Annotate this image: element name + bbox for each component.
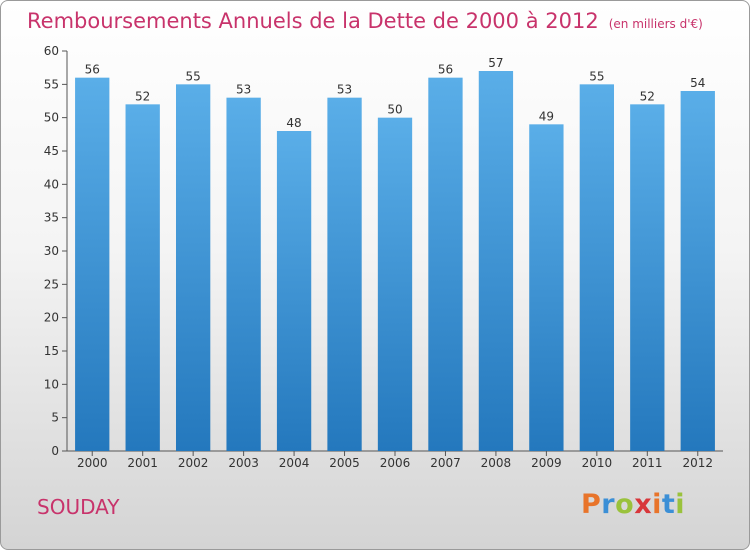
- bar-value-label: 49: [539, 109, 554, 123]
- logo-letter: o: [615, 489, 635, 520]
- y-tick-label: 20: [44, 311, 59, 325]
- chart-title: Remboursements Annuels de la Dette de 20…: [27, 9, 703, 33]
- bar-2002: [175, 84, 211, 451]
- logo-letter: i: [675, 489, 686, 520]
- x-tick-label: 2000: [77, 456, 108, 470]
- bar-value-label: 48: [286, 116, 301, 130]
- bar-2005: [327, 97, 362, 452]
- bar-2010: [579, 84, 615, 451]
- y-tick-label: 45: [44, 144, 59, 158]
- bar-value-label: 55: [589, 69, 604, 83]
- logo-letter: r: [601, 489, 616, 520]
- bars: 56 52 55 53 48 53 50 56 57 49 55 52 54: [75, 56, 715, 452]
- bar-2000: [75, 77, 110, 452]
- chart-unit: (en milliers d'€): [608, 17, 703, 31]
- y-tick-label: 50: [44, 111, 59, 125]
- x-axis: 2000 2001 2002 2003 2004 2005 2006 2007 2008 2009…: [67, 450, 723, 470]
- bar-value-label: 50: [387, 103, 402, 117]
- x-tick-label: 2003: [228, 456, 259, 470]
- bar-value-label: 52: [640, 89, 655, 103]
- bar-2007: [428, 77, 463, 452]
- bar-2004: [276, 131, 312, 451]
- bar-value-label: 56: [438, 63, 453, 77]
- bar-2003: [226, 97, 261, 452]
- y-tick-label: 0: [51, 444, 59, 458]
- bar-2012: [680, 91, 715, 451]
- x-tick-label: 2002: [178, 456, 209, 470]
- x-tick-label: 2001: [127, 456, 158, 470]
- bar-value-label: 52: [135, 89, 150, 103]
- y-tick-label: 60: [44, 44, 59, 58]
- y-axis: 0 5 10 15 20 25 30 35 40 45 50 55 60: [44, 44, 68, 458]
- bar-2008: [478, 71, 514, 451]
- x-tick-label: 2011: [632, 456, 663, 470]
- x-tick-label: 2010: [582, 456, 613, 470]
- bar-value-label: 54: [690, 76, 705, 90]
- y-tick-label: 40: [44, 177, 59, 191]
- y-tick-label: 10: [44, 377, 59, 391]
- x-tick-label: 2012: [682, 456, 713, 470]
- bar-2009: [529, 124, 564, 451]
- bar-2001: [125, 104, 160, 451]
- chart-title-text: Remboursements Annuels de la Dette de 20…: [27, 9, 599, 33]
- y-tick-label: 25: [44, 277, 59, 291]
- bar-value-label: 57: [488, 56, 503, 70]
- bar-2011: [630, 104, 665, 451]
- x-tick-label: 2006: [380, 456, 411, 470]
- logo-letter: i: [652, 489, 662, 520]
- x-tick-label: 2007: [430, 456, 461, 470]
- bar-2006: [377, 117, 413, 452]
- logo-letter: t: [661, 489, 676, 520]
- bar-value-label: 53: [337, 83, 352, 97]
- y-tick-label: 35: [44, 211, 59, 225]
- x-tick-label: 2005: [329, 456, 360, 470]
- y-tick-label: 30: [44, 244, 59, 258]
- x-tick-label: 2004: [279, 456, 310, 470]
- bar-value-label: 53: [236, 83, 251, 97]
- y-tick-label: 5: [51, 411, 59, 425]
- bar-value-label: 55: [186, 69, 201, 83]
- proxiti-logo: Proxiti: [581, 489, 685, 520]
- logo-letter: P: [581, 489, 602, 520]
- y-tick-label: 15: [44, 344, 59, 358]
- logo-letter: x: [634, 489, 653, 520]
- x-tick-label: 2008: [481, 456, 512, 470]
- y-tick-label: 55: [44, 77, 59, 91]
- commune-name: SOUDAY: [37, 495, 120, 519]
- x-tick-label: 2009: [531, 456, 562, 470]
- bar-value-label: 56: [85, 63, 100, 77]
